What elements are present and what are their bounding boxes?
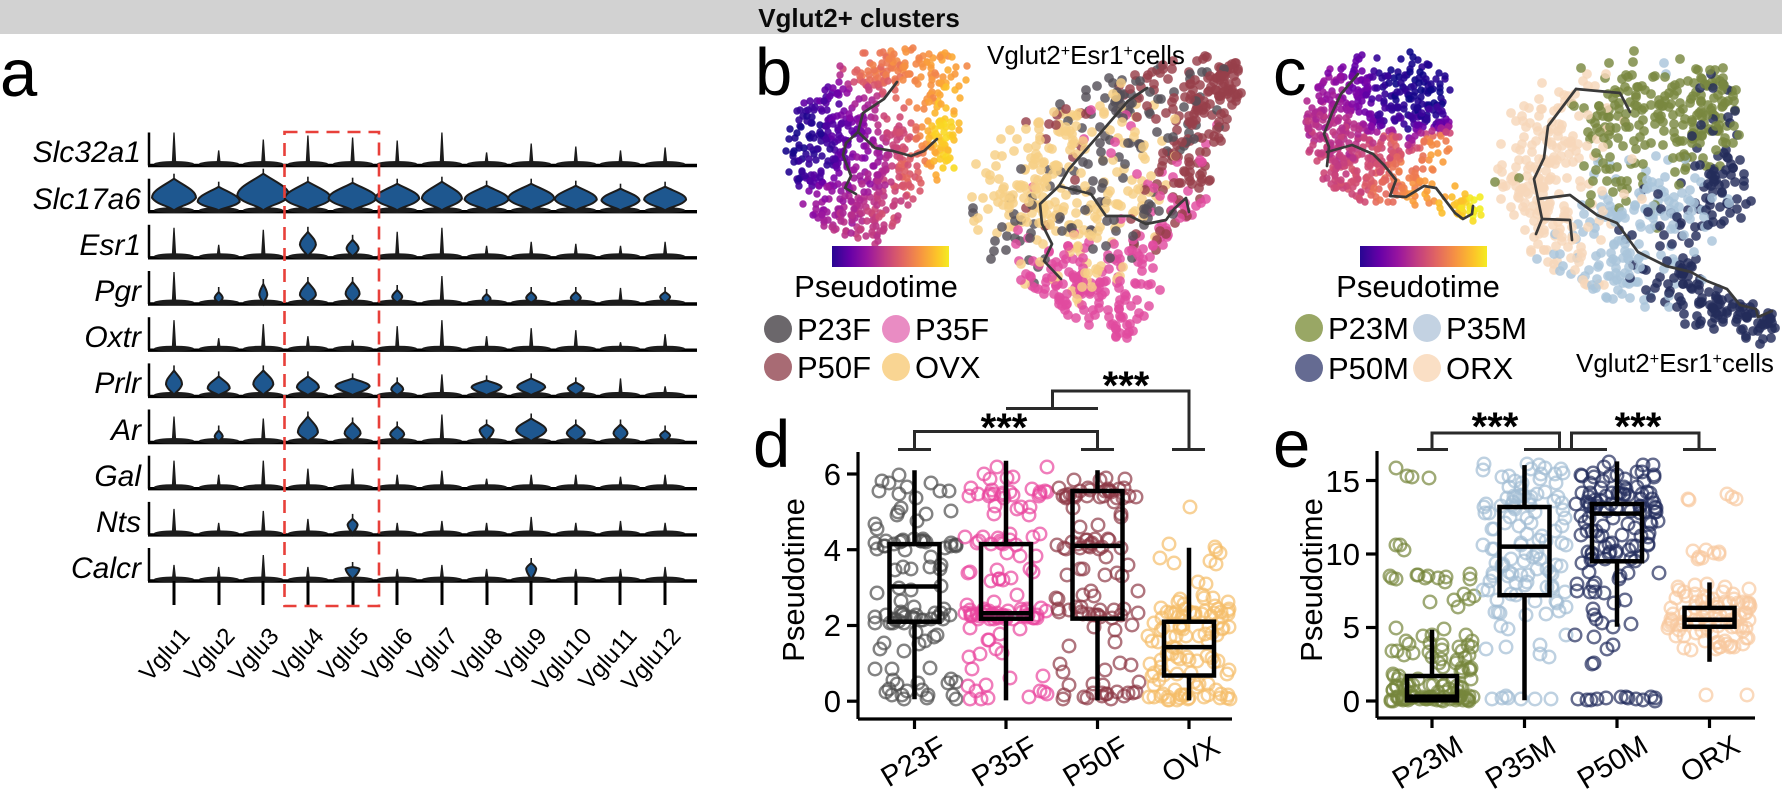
svg-text:***: *** [1472, 405, 1519, 449]
svg-text:Vglut2+Esr1+cells: Vglut2+Esr1+cells [987, 40, 1185, 70]
svg-text:5: 5 [1343, 610, 1360, 645]
svg-text:Pgr: Pgr [94, 275, 142, 308]
svg-text:***: *** [981, 406, 1028, 450]
svg-text:Calcr: Calcr [71, 552, 142, 585]
svg-text:Prlr: Prlr [94, 367, 142, 400]
svg-text:b: b [755, 35, 792, 110]
svg-text:Vglut2+Esr1+cells: Vglut2+Esr1+cells [1576, 348, 1774, 378]
svg-text:***: *** [1103, 364, 1150, 408]
svg-text:10: 10 [1326, 537, 1360, 572]
svg-text:Gal: Gal [94, 460, 142, 493]
svg-text:Vglut2+ clusters: Vglut2+ clusters [758, 3, 960, 33]
svg-text:Esr1: Esr1 [79, 229, 141, 262]
svg-text:4: 4 [824, 533, 841, 568]
svg-text:0: 0 [1343, 684, 1360, 719]
svg-text:c: c [1273, 35, 1307, 110]
svg-text:P50F: P50F [797, 350, 871, 385]
svg-text:a: a [0, 36, 38, 111]
svg-text:Pseudotime: Pseudotime [1294, 498, 1329, 662]
svg-text:P50M: P50M [1328, 351, 1409, 386]
svg-text:P23F: P23F [797, 312, 871, 347]
svg-text:Pseudotime: Pseudotime [1336, 269, 1500, 304]
svg-text:ORX: ORX [1446, 351, 1514, 386]
svg-text:2: 2 [824, 608, 841, 643]
svg-text:P35M: P35M [1446, 311, 1527, 346]
svg-text:Slc32a1: Slc32a1 [33, 136, 141, 169]
svg-text:e: e [1273, 407, 1310, 482]
svg-text:OVX: OVX [915, 350, 981, 385]
svg-text:d: d [753, 407, 790, 482]
svg-text:6: 6 [824, 457, 841, 492]
svg-text:P23M: P23M [1328, 311, 1409, 346]
svg-text:Pseudotime: Pseudotime [776, 498, 811, 662]
svg-text:0: 0 [824, 684, 841, 719]
svg-text:P35F: P35F [915, 312, 989, 347]
svg-text:Ar: Ar [109, 414, 142, 447]
svg-text:Nts: Nts [96, 506, 141, 539]
svg-text:15: 15 [1326, 464, 1360, 499]
svg-text:Slc17a6: Slc17a6 [33, 183, 142, 216]
svg-text:Oxtr: Oxtr [84, 321, 142, 354]
svg-text:Pseudotime: Pseudotime [794, 269, 958, 304]
svg-text:***: *** [1615, 405, 1662, 449]
